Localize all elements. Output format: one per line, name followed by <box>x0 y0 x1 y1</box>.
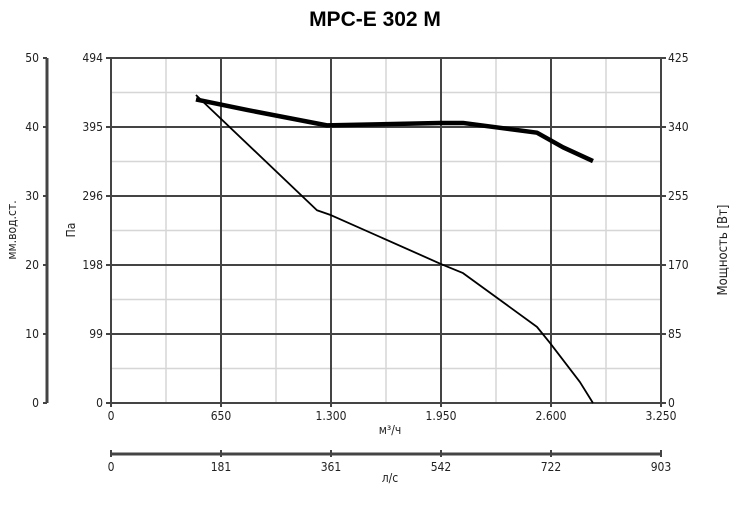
y-axis-label-pa: Па <box>64 223 78 238</box>
y-tick-label-pa: 198 <box>82 258 103 272</box>
pressure-curve <box>195 94 594 404</box>
y-tick-label-power: 340 <box>668 120 689 134</box>
y-tick-label-pa: 494 <box>82 51 103 65</box>
x2-tick-label: 361 <box>321 460 342 474</box>
y-tick-label-power: 255 <box>668 189 689 203</box>
x2-tick-label: 0 <box>108 460 115 474</box>
y-tick-label-mm: 0 <box>32 396 39 410</box>
x-axis-label: м³/ч <box>379 423 402 437</box>
y-tick-label-mm: 40 <box>25 120 39 134</box>
x2-tick-label: 722 <box>541 460 562 474</box>
x2-tick-label: 181 <box>211 460 232 474</box>
chart-title: MPC-E 302 M <box>309 8 441 31</box>
x-tick-label: 3.250 <box>646 409 677 423</box>
x-tick-label: 0 <box>108 409 115 423</box>
y-tick-label-power: 85 <box>668 327 682 341</box>
y-tick-label-mm: 50 <box>25 51 39 65</box>
y-tick-label-pa: 296 <box>82 189 103 203</box>
y-tick-label-pa: 395 <box>82 120 103 134</box>
y-tick-label-pa: 0 <box>96 396 103 410</box>
x2-tick-label: 903 <box>651 460 672 474</box>
power-curve <box>195 97 594 164</box>
y-axis-label-mm: мм.вод.ст. <box>5 200 19 259</box>
x2-tick-label: 542 <box>431 460 452 474</box>
y-tick-label-mm: 10 <box>25 327 39 341</box>
y-tick-label-power: 170 <box>668 258 689 272</box>
x-tick-label: 1.950 <box>426 409 457 423</box>
y-axis-label-power: Мощность [Вт] <box>716 205 731 296</box>
y-tick-label-power: 425 <box>668 51 689 65</box>
y-tick-label-mm: 30 <box>25 189 39 203</box>
x-tick-label: 650 <box>211 409 232 423</box>
x-tick-label: 1.300 <box>316 409 347 423</box>
y-tick-label-pa: 99 <box>89 327 103 341</box>
y-tick-label-mm: 20 <box>25 258 39 272</box>
x2-axis-label: л/с <box>382 471 399 485</box>
x-tick-label: 2.600 <box>536 409 567 423</box>
y-tick-label-power: 0 <box>668 396 675 410</box>
